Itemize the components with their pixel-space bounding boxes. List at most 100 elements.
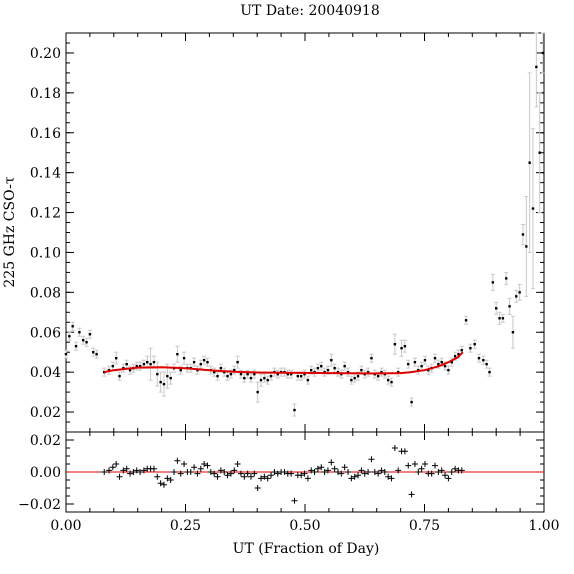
data-point	[146, 360, 149, 364]
data-point	[138, 364, 142, 368]
data-point	[376, 374, 380, 378]
data-point	[229, 372, 233, 376]
data-point	[125, 362, 128, 366]
y-tick-label: 0.20	[30, 46, 61, 62]
data-point	[413, 360, 417, 364]
residual-point	[224, 472, 231, 479]
residual-point	[227, 470, 234, 477]
y-tick-label: 0.14	[30, 166, 61, 182]
residual-point	[120, 467, 127, 474]
data-point	[149, 362, 152, 366]
data-point	[156, 372, 159, 376]
data-point	[259, 378, 263, 382]
data-point	[296, 374, 300, 378]
data-point	[266, 378, 269, 382]
data-point	[450, 360, 453, 364]
data-point	[179, 368, 182, 372]
data-point	[249, 376, 253, 380]
residual-point	[388, 475, 395, 482]
residual-point	[304, 475, 311, 482]
data-point	[212, 370, 216, 374]
residual-point	[164, 475, 171, 482]
residual-point	[140, 467, 147, 474]
residual-point	[251, 470, 258, 477]
residual-point	[157, 480, 164, 487]
residual-point	[408, 491, 415, 498]
data-point	[135, 364, 138, 368]
x-axis-label: UT (Fraction of Day)	[233, 541, 380, 557]
data-point	[192, 360, 196, 364]
data-point	[276, 372, 279, 376]
residual-point	[298, 472, 305, 479]
residual-point	[365, 469, 372, 475]
data-point	[508, 305, 511, 308]
data-point	[182, 356, 186, 360]
residual-point	[435, 469, 442, 475]
data-point	[176, 352, 179, 356]
data-point	[469, 347, 472, 350]
residual-point	[231, 467, 238, 474]
data-point	[269, 374, 273, 378]
residual-point	[318, 464, 325, 471]
data-point	[498, 317, 501, 320]
data-point	[380, 370, 383, 374]
residual-point	[187, 469, 194, 475]
residual-point	[321, 469, 328, 475]
residual-point	[244, 470, 251, 477]
residual-point	[345, 469, 352, 475]
data-point	[423, 358, 427, 362]
data-point	[289, 372, 293, 376]
data-point	[239, 372, 243, 376]
y-axis-label: 225 GHz CSO-τ	[2, 176, 18, 287]
residual-point	[221, 469, 228, 475]
data-point	[464, 319, 468, 322]
fit-curve	[104, 351, 464, 375]
residual-point	[331, 465, 338, 472]
data-point	[286, 372, 289, 376]
data-point	[453, 354, 457, 358]
residual-point	[358, 467, 365, 474]
data-point	[219, 366, 223, 370]
data-point	[433, 356, 437, 360]
y-tick-label: 0.00	[30, 465, 61, 481]
residual-point	[301, 470, 308, 477]
data-point	[159, 380, 162, 384]
residual-point	[368, 456, 375, 463]
residual-point	[395, 467, 402, 474]
data-point	[78, 331, 81, 334]
residual-point	[106, 467, 113, 474]
data-point	[531, 207, 535, 210]
residual-point	[130, 469, 137, 475]
data-point	[216, 374, 219, 378]
residual-point	[234, 461, 241, 467]
residual-point	[160, 481, 167, 488]
residual-point	[334, 469, 341, 475]
data-point	[293, 408, 296, 412]
data-point	[326, 368, 330, 372]
residual-point	[391, 445, 398, 451]
data-point	[440, 360, 443, 364]
residual-point	[271, 469, 278, 475]
data-point	[407, 362, 410, 366]
data-point	[169, 376, 172, 380]
data-point	[515, 295, 518, 298]
residual-point	[415, 469, 422, 475]
residual-point	[361, 470, 368, 477]
x-tick-label: 0.25	[170, 518, 201, 534]
residual-point	[154, 473, 161, 480]
residual-point	[432, 462, 439, 469]
residual-point	[341, 464, 348, 471]
y-tick-label: 0.12	[30, 206, 61, 222]
residual-point	[311, 469, 318, 475]
data-point	[538, 151, 541, 154]
data-point	[400, 347, 403, 350]
data-point	[518, 291, 521, 294]
data-point	[535, 65, 538, 69]
residual-point	[261, 473, 268, 480]
residual-point	[355, 472, 362, 479]
data-point	[74, 345, 78, 348]
data-point	[68, 335, 71, 338]
residual-point	[438, 467, 445, 474]
residual-point	[385, 473, 392, 480]
